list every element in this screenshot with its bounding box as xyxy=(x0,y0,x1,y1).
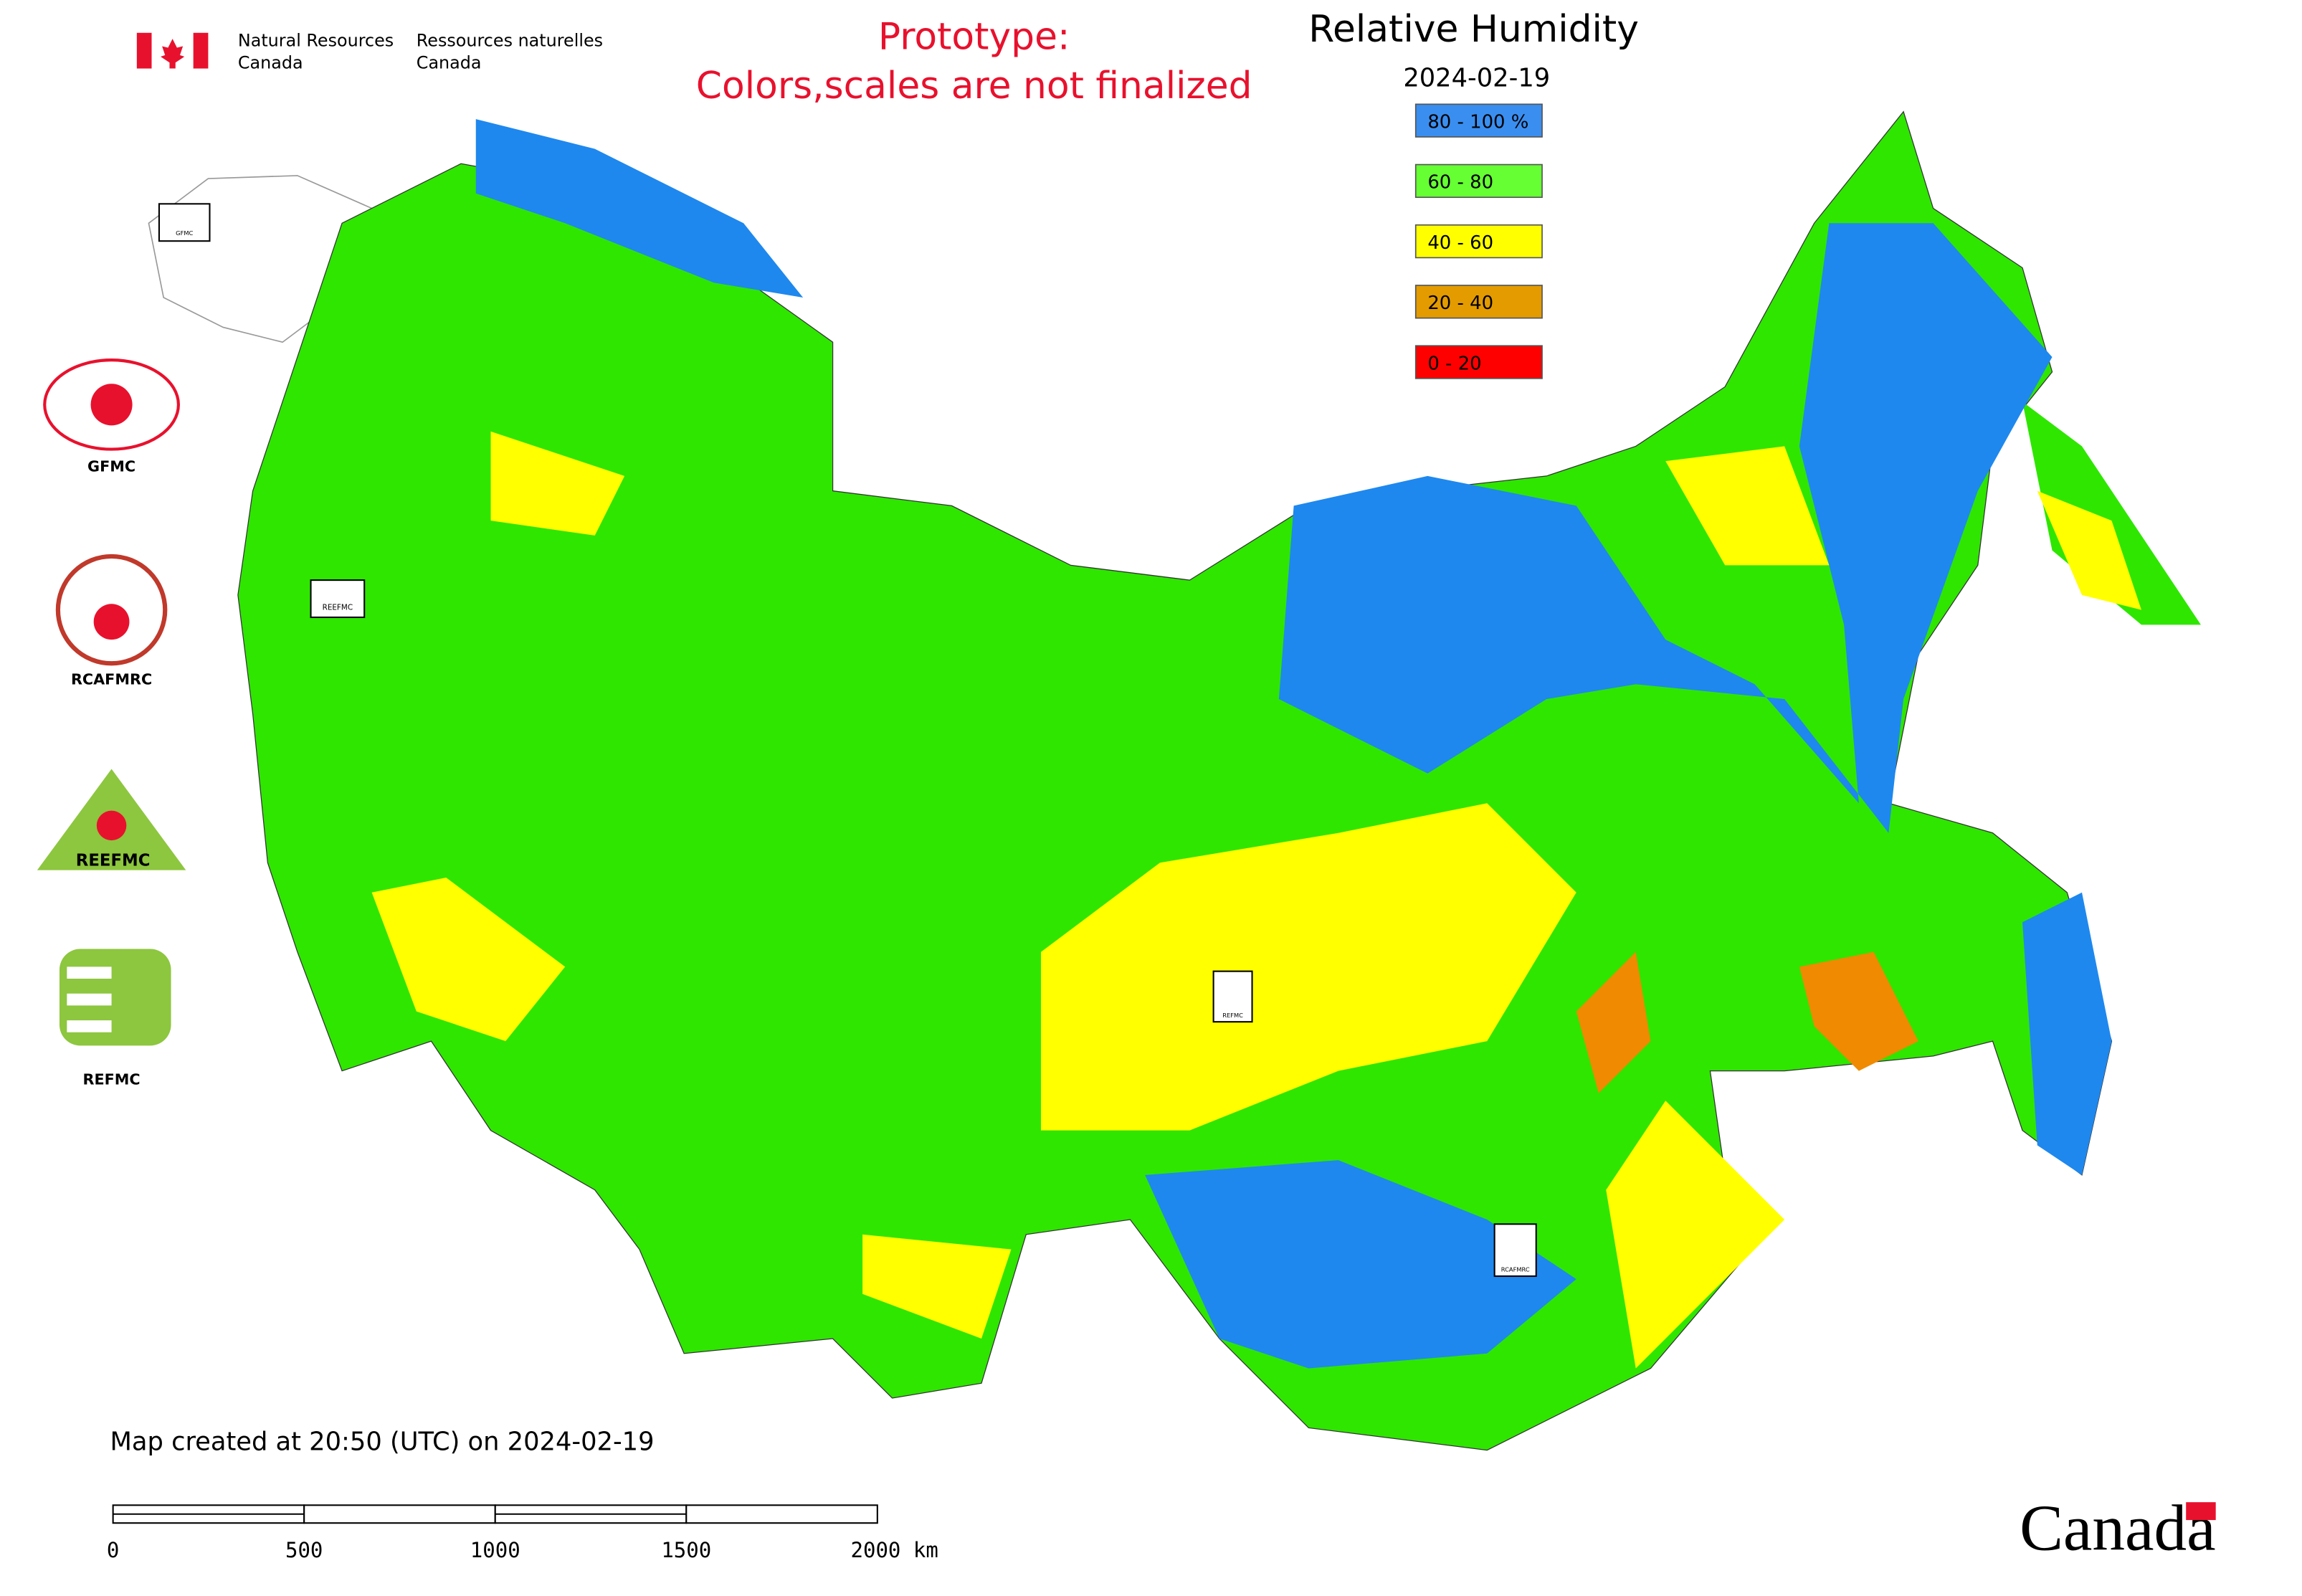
humidity-zone xyxy=(2037,490,2141,610)
canada-wordmark: Canada xyxy=(2020,1492,2216,1564)
gov-signature: Natural Resources Canada Ressources natu… xyxy=(136,30,603,73)
logo-label: REFMC xyxy=(82,1070,140,1088)
marker-label: RCAFMRC xyxy=(1501,1266,1530,1273)
humidity-zone xyxy=(1145,1160,1576,1369)
agency-en: Canada xyxy=(238,53,303,73)
humidity-zone xyxy=(1278,223,2053,833)
scale-segment xyxy=(685,1504,878,1524)
humidity-zone xyxy=(1576,951,1651,1093)
scale-segment xyxy=(303,1504,496,1524)
marker xyxy=(158,203,211,242)
humidity-zone xyxy=(1041,803,1576,1131)
legend-label: 0 - 20 xyxy=(1427,353,1481,374)
map xyxy=(148,110,2201,1451)
map-markers: GFMC REEFMC REFMC RCAFMRC xyxy=(158,203,1537,1277)
legend-swatch xyxy=(1414,103,1543,138)
rcafmrc-logo xyxy=(55,554,168,666)
gfmc-logo xyxy=(90,384,133,426)
legend-swatch xyxy=(1414,285,1543,319)
humidity-zone xyxy=(475,119,804,298)
marker xyxy=(1212,970,1253,1023)
created-note: Map created at 20:50 (UTC) on 2024-02-19 xyxy=(110,1428,654,1457)
kamchatka xyxy=(2022,402,2201,625)
scale-label: 0 xyxy=(107,1538,119,1562)
notice: Colors,scales are not finalized xyxy=(696,65,1252,108)
legend-label: 80 - 100 % xyxy=(1427,112,1528,133)
legend-label: 60 - 80 xyxy=(1427,172,1493,194)
agency-fr: Ressources naturelles xyxy=(417,30,603,50)
logos: GFMC RCAFMRC REEFMC REFMC xyxy=(37,358,186,1088)
marker-label: REFMC xyxy=(1222,1012,1243,1019)
maple-leaf xyxy=(161,39,185,69)
legend-swatch xyxy=(1414,163,1543,199)
legend-label: 40 - 60 xyxy=(1427,232,1493,254)
marker-label: REEFMC xyxy=(323,604,353,612)
humidity-zone xyxy=(490,431,625,536)
wordmark-flag xyxy=(2186,1502,2216,1521)
marker-label: GFMC xyxy=(176,229,193,237)
legend-title: Relative Humidity xyxy=(1308,8,1639,51)
refmc-logo xyxy=(67,966,112,1032)
agency-en: Natural Resources xyxy=(238,30,394,50)
scale-label: 500 xyxy=(285,1538,323,1562)
legend-date: 2024-02-19 xyxy=(1403,63,1550,92)
gfmc-logo xyxy=(43,358,180,451)
scale-bar: 0 500 1000 1500 2000 km xyxy=(107,1504,938,1562)
legend: 80 - 100 % 60 - 80 40 - 60 20 - 40 0 - 20 xyxy=(1414,103,1543,379)
marker xyxy=(1493,1223,1537,1277)
notice: Prototype: xyxy=(878,16,1070,59)
scale-label: 2000 km xyxy=(850,1538,938,1562)
humidity-zone xyxy=(862,1234,1012,1339)
humidity-zone xyxy=(1665,446,1830,566)
flag-bar xyxy=(193,32,209,69)
flag-bar xyxy=(136,32,152,69)
logo-label: RCAFMRC xyxy=(71,670,152,688)
humidity-zone xyxy=(2022,892,2112,1175)
legend-swatch xyxy=(1414,224,1543,259)
scale-label: 1000 xyxy=(470,1538,520,1562)
legend-swatch xyxy=(1414,345,1543,379)
humidity-zone xyxy=(1606,1101,1785,1369)
humidity-zone xyxy=(1799,951,1918,1071)
logo-label: REEFMC xyxy=(76,851,151,870)
agency-fr: Canada xyxy=(417,53,482,73)
logo-label: GFMC xyxy=(87,458,135,475)
legend-label: 20 - 40 xyxy=(1427,293,1493,314)
reefmc-logo xyxy=(96,810,127,841)
marker xyxy=(310,579,366,619)
rcafmrc-logo xyxy=(93,604,130,640)
humidity-zone xyxy=(371,877,566,1042)
scale-label: 1500 xyxy=(661,1538,711,1562)
